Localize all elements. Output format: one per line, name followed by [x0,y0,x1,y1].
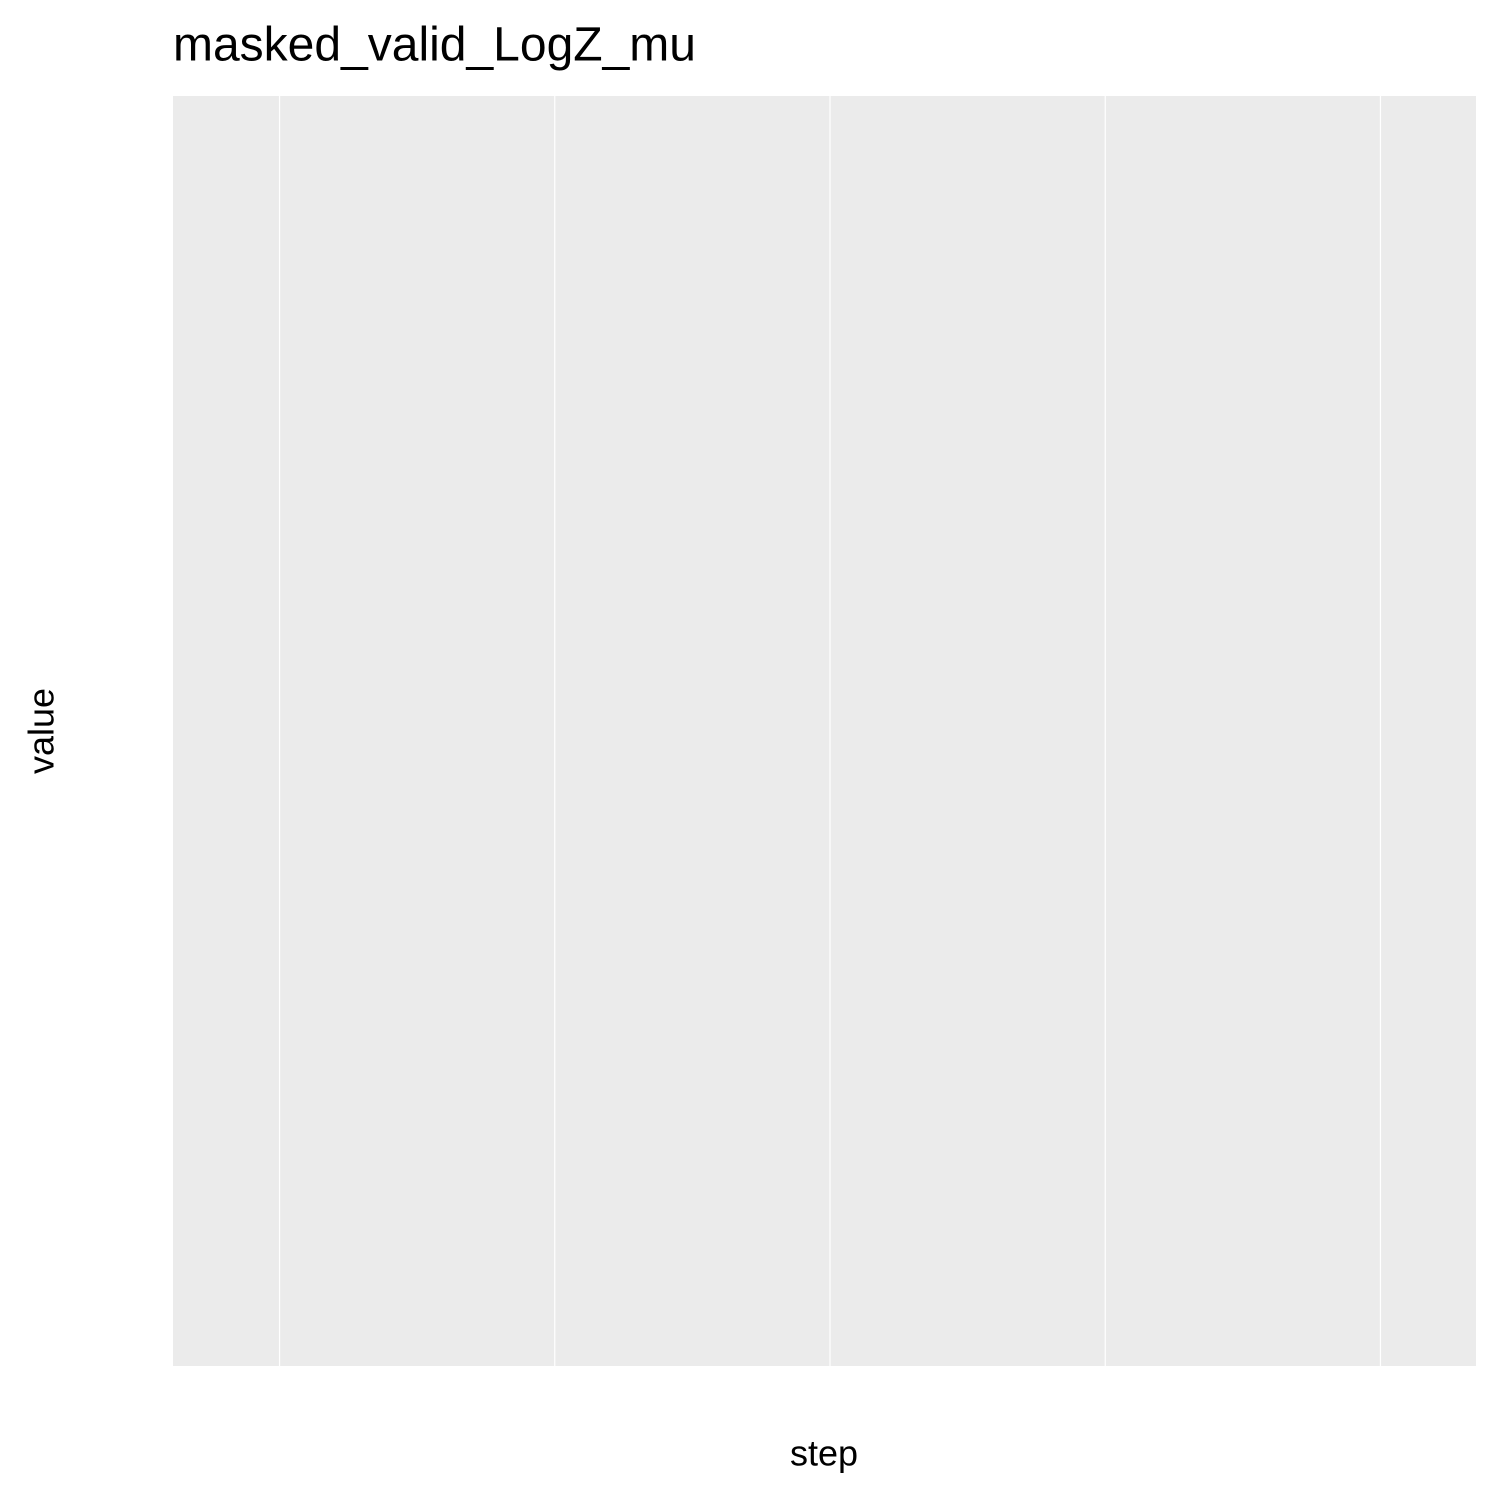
panel [173,96,1476,1366]
y-axis-label: value [21,688,62,774]
chart-title: masked_valid_LogZ_mu [173,19,696,72]
grid [278,96,1382,1366]
x-axis-label: step [790,1433,858,1474]
